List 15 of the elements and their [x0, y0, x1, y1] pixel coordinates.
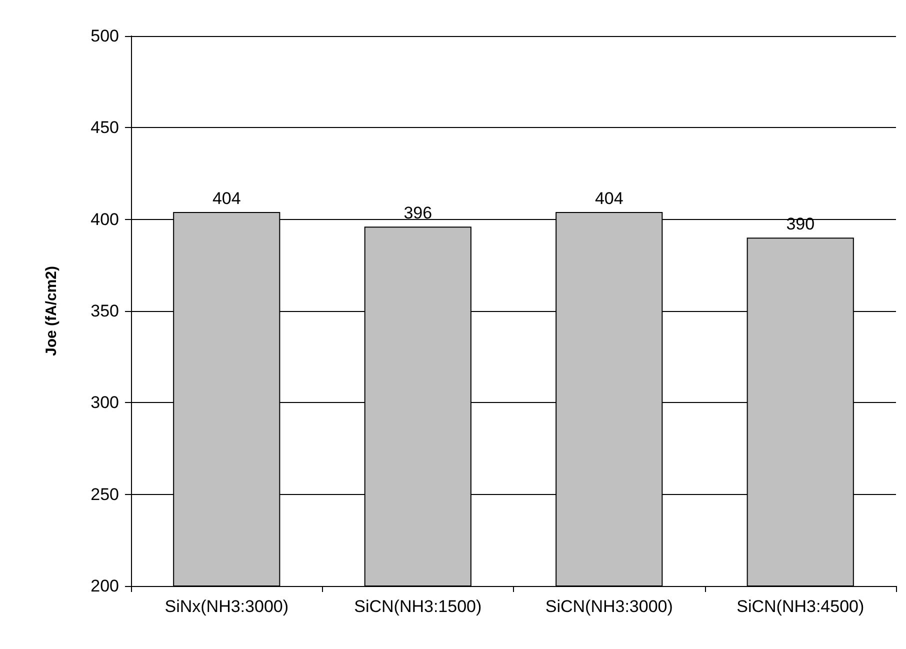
- y-tick-label: 500: [90, 26, 119, 46]
- y-tick-label: 200: [90, 576, 119, 596]
- y-tick-label: 350: [90, 302, 119, 320]
- x-tick-label: SiCN(NH3:1500): [354, 597, 482, 616]
- data-label: 396: [404, 204, 432, 223]
- x-tick-label: SiCN(NH3:3000): [545, 597, 673, 616]
- y-axis-title: Joe (fA/cm2): [43, 266, 60, 356]
- x-tick-label: SiNx(NH3:3000): [164, 597, 289, 616]
- y-tick-label: 450: [90, 118, 119, 138]
- y-tick-label: 300: [90, 393, 119, 412]
- data-label: 404: [594, 189, 624, 208]
- y-tick-label: 250: [90, 484, 119, 504]
- y-tick-label: 400: [90, 210, 119, 229]
- data-label: 404: [212, 189, 241, 208]
- x-tick-label: SiCN(NH3:4500): [736, 597, 864, 616]
